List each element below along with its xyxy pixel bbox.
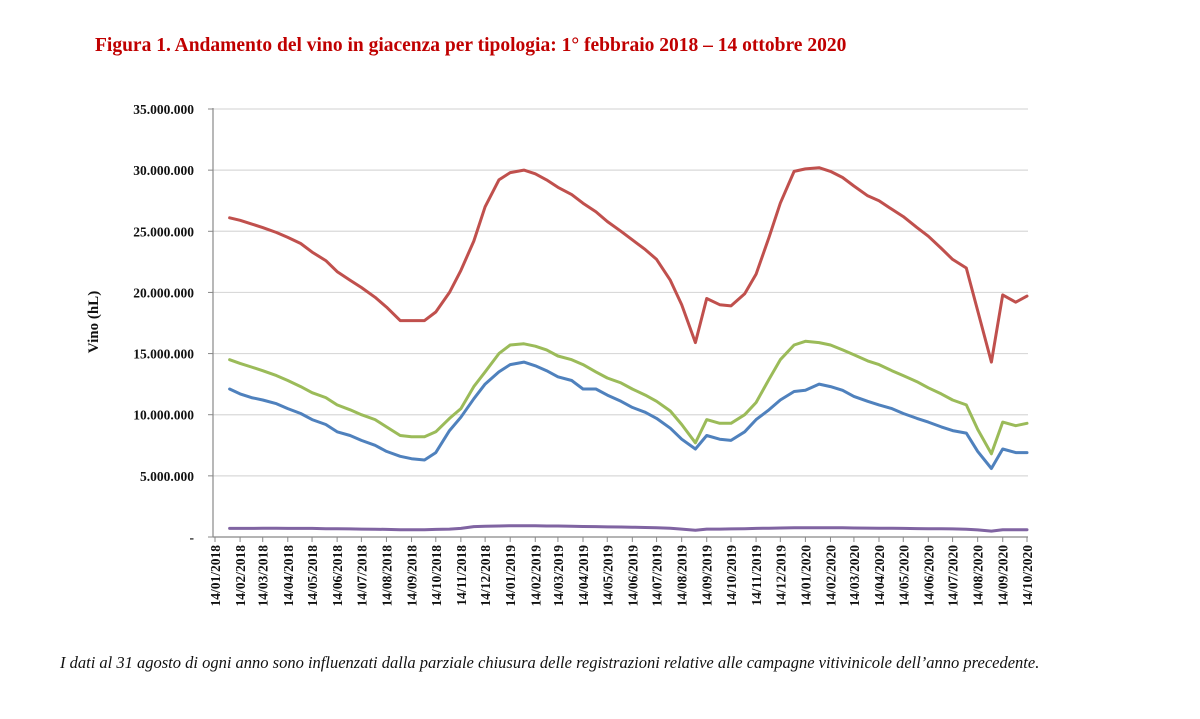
x-tick-labels: 14/01/2018 14/02/2018 14/03/2018 14/04/2018… [208,545,1035,607]
x-tick-label: 14/07/2018 [354,545,369,607]
x-tick-label: 14/03/2018 [256,545,271,607]
x-tick-label: 14/08/2019 [675,545,690,607]
footnote: I dati al 31 agosto di ogni anno sono in… [60,653,1040,672]
series-line-2 [228,339,1029,456]
y-tick-label: 20.000.000 [133,285,194,300]
x-tick-label: 14/06/2018 [330,545,345,607]
x-tick-label: 14/08/2018 [379,545,394,607]
y-tick-label: - [190,530,195,545]
x-tick-label: 14/01/2019 [503,545,518,607]
x-tick-label: 14/01/2018 [208,545,223,607]
x-tick-label: 14/07/2019 [650,545,665,607]
x-tick-label: 14/10/2019 [724,545,739,607]
x-tick-label: 14/10/2018 [429,545,444,607]
y-tick-label: 35.000.000 [133,102,194,117]
x-tick-label: 14/06/2020 [921,545,936,607]
x-tick-label: 14/06/2019 [625,545,640,607]
x-tick-label: 14/09/2018 [405,545,420,607]
x-tick-label: 14/02/2019 [528,545,543,607]
y-tick-label: 25.000.000 [133,224,194,239]
chart-title: Figura 1. Andamento del vino in giacenza… [95,35,847,56]
x-tick-label: 14/05/2020 [896,545,911,607]
x-tick-label: 14/02/2020 [823,545,838,607]
x-tick-label: 14/04/2018 [281,545,296,607]
x-tick-label: 14/01/2020 [798,545,813,607]
y-tick-label: 15.000.000 [133,347,194,362]
x-tick-label: 14/03/2020 [847,545,862,607]
y-axis-title: Vino (hL) [86,291,102,353]
x-tick-label: 14/07/2020 [946,545,961,607]
series-line-4 [228,524,1029,533]
y-tick-label: 10.000.000 [133,408,194,423]
x-tick-label: 14/12/2018 [478,545,493,607]
x-tick-label: 14/04/2019 [576,545,591,607]
x-tick-label: 14/12/2019 [773,545,788,607]
series-line-1 [228,166,1029,364]
y-tick-labels: - 5.000.000 10.000.000 15.000.000 20.000.000… [133,102,194,545]
gridlines [208,108,1028,542]
series-line-3 [228,360,1029,470]
x-tick-label: 14/09/2019 [700,545,715,607]
series-lines [228,166,1029,533]
x-tick-label: 14/11/2018 [454,545,469,606]
x-tick-label: 14/05/2018 [305,545,320,607]
x-tick-label: 14/11/2019 [749,545,764,606]
x-tick-label: 14/04/2020 [872,545,887,607]
x-tick-label: 14/05/2019 [600,545,615,607]
x-tick-label: 14/03/2019 [551,545,566,607]
y-tick-label: 5.000.000 [140,469,194,484]
x-tick-label: 14/08/2020 [971,545,986,607]
x-tick-label: 14/09/2020 [996,545,1011,607]
x-tick-label: 14/02/2018 [233,545,248,607]
y-tick-label: 30.000.000 [133,163,194,178]
x-tick-label: 14/10/2020 [1020,545,1035,607]
